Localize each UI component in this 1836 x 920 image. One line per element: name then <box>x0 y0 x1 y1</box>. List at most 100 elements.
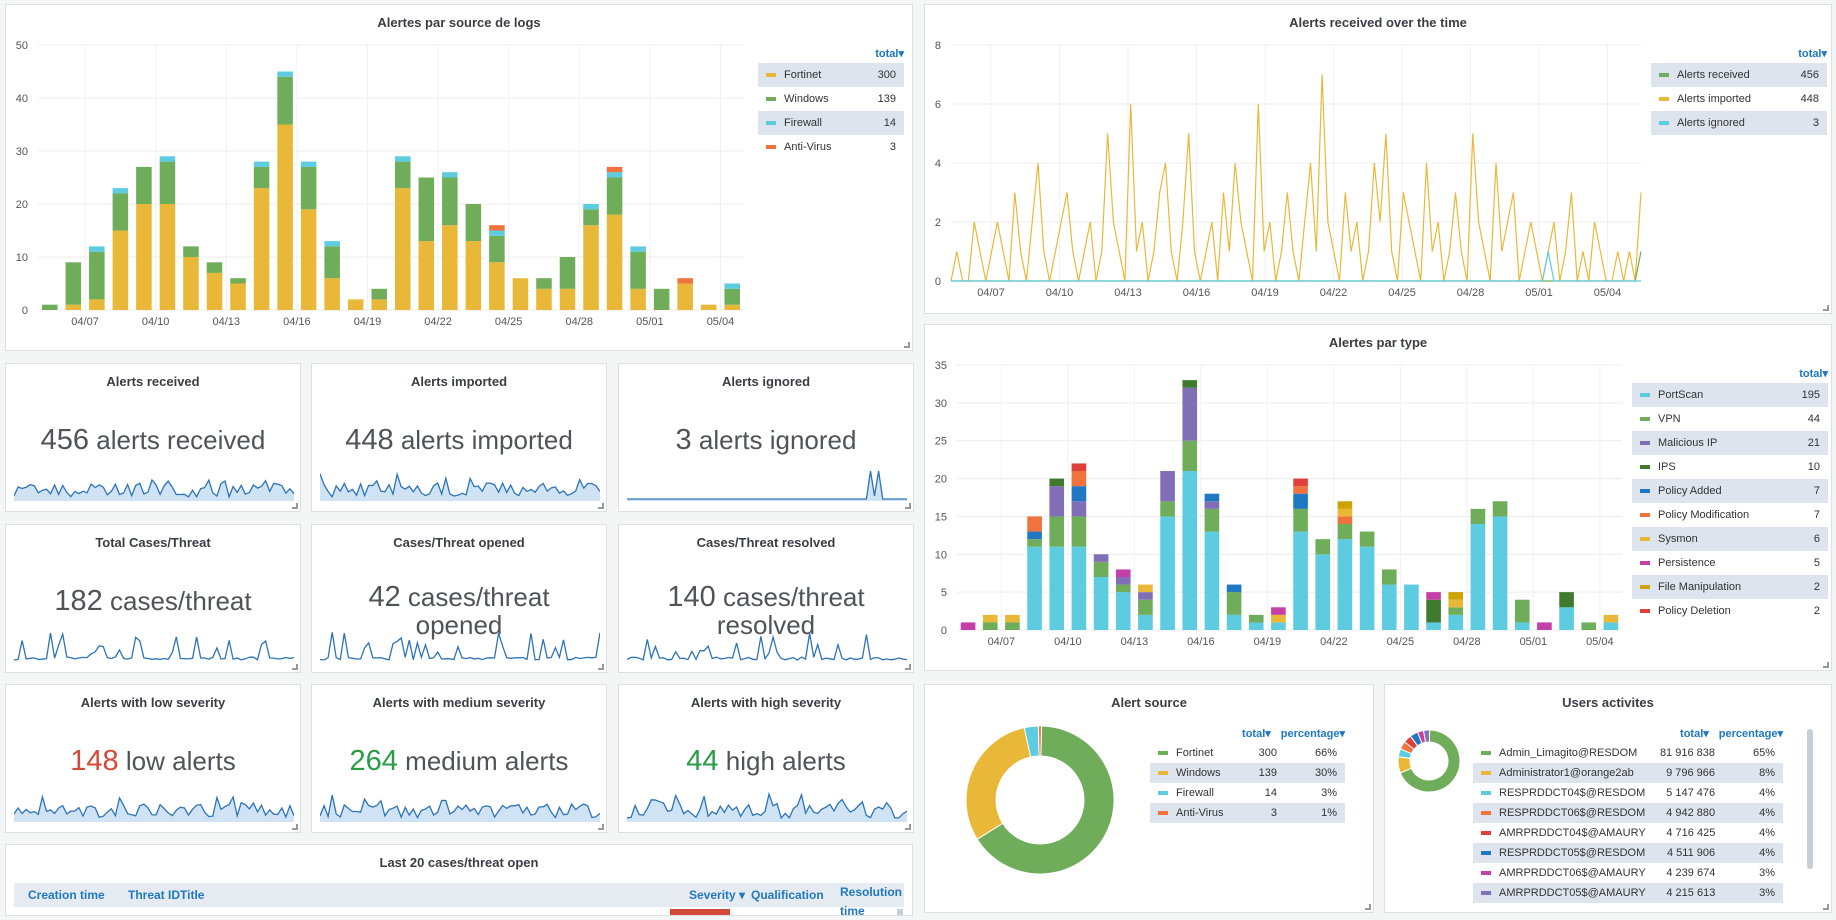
legend-sort-total[interactable]: total▾ <box>1799 368 1828 380</box>
bar-segment <box>536 288 552 310</box>
resize-handle[interactable] <box>292 503 298 509</box>
resize-handle[interactable] <box>292 824 298 830</box>
legend-item[interactable]: PortScan 195 <box>1632 383 1828 407</box>
sparkline-area <box>320 473 600 501</box>
y-tick-label: 0 <box>935 276 941 288</box>
bar-segment <box>606 177 623 215</box>
legend-item[interactable]: Policy Deletion 2 <box>1632 599 1828 623</box>
legend-item[interactable]: Persistence 5 <box>1632 551 1828 575</box>
legend-item[interactable]: AMRPRDDCT06$@AMAURY 4 239 674 3% <box>1473 863 1783 883</box>
legend-item[interactable]: RESPRDDCT04$@RESDOM 5 147 476 4% <box>1473 783 1783 803</box>
legend-item[interactable]: Windows 139 <box>758 87 904 111</box>
resize-handle[interactable] <box>1365 904 1371 910</box>
legend-item[interactable]: Anti-Virus 3 1% <box>1150 803 1345 823</box>
bar-segment <box>1381 569 1397 585</box>
resize-handle[interactable] <box>1823 904 1829 910</box>
legend-item[interactable]: Policy Added 7 <box>1632 479 1828 503</box>
sort-percentage[interactable]: percentage▾ <box>1280 728 1345 740</box>
legend-sort-total[interactable]: total▾ <box>875 48 904 60</box>
resize-handle[interactable] <box>905 503 911 509</box>
resize-handle[interactable] <box>905 824 911 830</box>
bar-segment <box>1426 592 1441 600</box>
legend-item[interactable]: IPS 10 <box>1632 455 1828 479</box>
sort-total[interactable]: total▾ <box>1680 728 1709 740</box>
bar-segment <box>1271 607 1286 615</box>
scrollbar[interactable] <box>1807 729 1813 869</box>
bar-segment <box>1603 614 1619 623</box>
x-tick-label: 04/28 <box>1457 287 1485 299</box>
legend-item[interactable]: VPN 44 <box>1632 407 1828 431</box>
panel-title: Alerts with medium severity <box>372 695 546 710</box>
sort-total[interactable]: total▾ <box>1242 728 1271 740</box>
legend-percentage: 1% <box>1321 807 1337 819</box>
bar-segment <box>700 304 717 310</box>
bar-segment <box>1204 493 1220 502</box>
legend-item[interactable]: AMRPRDDCT05$@AMAURY 4 215 613 3% <box>1473 883 1783 903</box>
legend-total: 81 916 838 <box>1659 747 1715 759</box>
legend-swatch <box>766 145 776 149</box>
bar-segment <box>1049 546 1065 630</box>
legend-percentage: 3% <box>1759 867 1775 879</box>
sparkline <box>14 794 294 822</box>
legend-item[interactable]: RESPRDDCT06$@RESDOM 4 942 880 4% <box>1473 803 1783 823</box>
legend-item[interactable]: Admin_Limagito@RESDOM 81 916 838 65% <box>1473 743 1783 763</box>
legend-item[interactable]: Fortinet 300 66% <box>1150 743 1345 763</box>
resize-handle[interactable] <box>598 824 604 830</box>
legend-item[interactable]: Alerts imported 448 <box>1651 87 1827 111</box>
bar-segment <box>489 230 505 236</box>
legend-item[interactable]: Fortinet 300 <box>758 63 904 87</box>
resize-handle[interactable] <box>904 342 910 348</box>
resize-handle[interactable] <box>1823 305 1829 311</box>
bar-segment <box>606 214 623 310</box>
legend-sort-total[interactable]: total▾ <box>1798 48 1827 60</box>
col-creation-time[interactable]: Creation time <box>28 888 105 902</box>
resize-handle[interactable] <box>598 503 604 509</box>
legend-name: Firewall <box>784 117 822 129</box>
y-tick-label: 40 <box>16 93 28 105</box>
panel-title: Total Cases/Threat <box>95 535 211 550</box>
legend-name: Alerts imported <box>1677 93 1751 105</box>
legend-item[interactable]: AMRPRDDCT04$@AMAURY 4 716 425 4% <box>1473 823 1783 843</box>
legend-item[interactable]: Sysmon 6 <box>1632 527 1828 551</box>
legend-item[interactable]: Policy Modification 7 <box>1632 503 1828 527</box>
sparkline-line <box>14 631 294 661</box>
legend-item[interactable]: Administrator1@orange2ab 9 796 966 8% <box>1473 763 1783 783</box>
bar-segment <box>300 161 317 167</box>
resize-handle[interactable] <box>1823 662 1829 668</box>
x-tick-label: 04/07 <box>977 287 1005 299</box>
legend-item[interactable]: Malicious IP 21 <box>1632 431 1828 455</box>
panel-title: Alert source <box>1111 695 1187 710</box>
legend-item[interactable]: Alerts ignored 3 <box>1651 111 1827 135</box>
sparkline-line <box>14 794 294 819</box>
legend-value: 7 <box>1813 509 1820 521</box>
bar-segment <box>724 304 740 310</box>
resize-handle[interactable] <box>598 664 604 670</box>
col-qualification[interactable]: Qualification <box>751 888 824 902</box>
legend-item[interactable]: RESPRDDCT05$@RESDOM 4 511 906 4% <box>1473 843 1783 863</box>
sparkline-line <box>320 794 600 820</box>
chart-alerts-time: 0 2 4 6 8 04/07 04/10 04/13 04/16 04/19 04/22 04/25… <box>935 40 1642 299</box>
resize-handle[interactable] <box>292 664 298 670</box>
scrollbar[interactable] <box>897 909 903 915</box>
col-resolution-time[interactable]: Resolution time <box>840 885 902 916</box>
donut-slice <box>976 725 1115 875</box>
legend-item[interactable]: Windows 139 30% <box>1150 763 1345 783</box>
col-threat-id-title[interactable]: Threat IDTitle <box>128 888 205 902</box>
legend-item[interactable]: File Manipulation 2 <box>1632 575 1828 599</box>
legend-item[interactable]: Firewall 14 3% <box>1150 783 1345 803</box>
sort-percentage[interactable]: percentage▾ <box>1718 728 1783 740</box>
legend-item[interactable]: Firewall 14 <box>758 111 904 135</box>
stat-unit: low alerts <box>118 746 236 776</box>
legend-value: 2 <box>1813 605 1820 617</box>
bar-segment <box>1138 614 1153 630</box>
legend-item[interactable]: Anti-Virus 3 <box>758 135 904 159</box>
bar-segment <box>89 246 105 252</box>
resize-handle[interactable] <box>905 664 911 670</box>
bar-segment <box>1271 622 1286 630</box>
y-tick-label: 4 <box>935 158 941 170</box>
x-tick-label: 05/01 <box>636 316 664 328</box>
bar-segment <box>300 209 317 310</box>
legend-item[interactable]: Alerts received 456 <box>1651 63 1827 87</box>
col-severity[interactable]: Severity ▾ <box>689 888 746 902</box>
legend-total: 4 239 674 <box>1666 867 1716 879</box>
